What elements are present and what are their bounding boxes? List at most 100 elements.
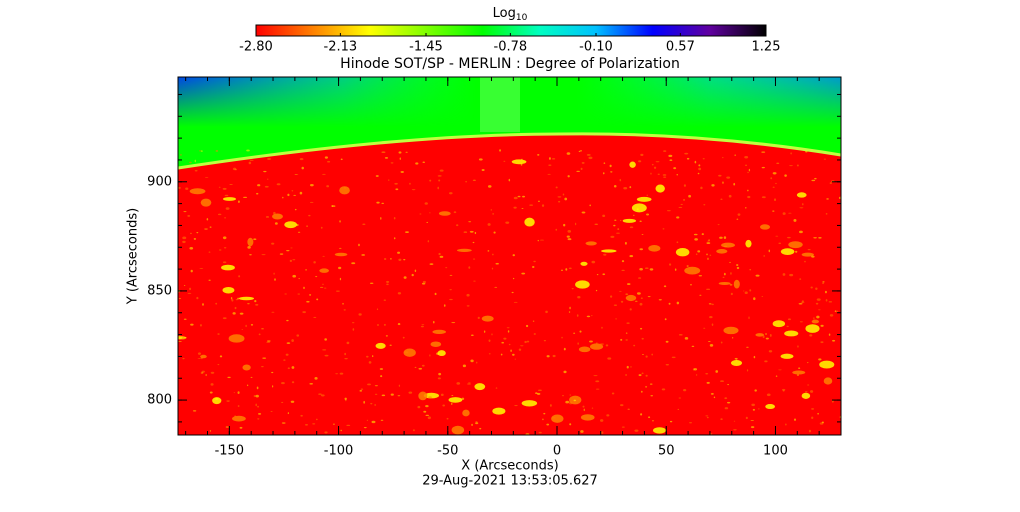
speckle [537,389,542,392]
speckle [782,273,786,276]
speckle [187,214,191,217]
speckle [178,186,181,189]
speckle [707,257,709,260]
speckle [732,337,734,339]
speckle [831,400,834,403]
speckle [398,384,401,387]
speckle [291,339,294,342]
speckle [711,303,714,306]
speckle [520,163,523,166]
speckle [261,365,264,368]
speckle [212,397,222,405]
speckle [743,290,745,292]
speckle [434,292,437,296]
speckle [709,343,714,347]
speckle [711,184,715,187]
speckle [626,322,630,324]
speckle [567,238,572,241]
speckle [697,250,701,253]
speckle [424,202,428,205]
speckle [437,350,446,357]
speckle [346,424,351,427]
speckle [621,260,625,263]
speckle [625,332,628,334]
speckle [297,293,301,295]
speckle [437,175,442,177]
speckle [596,273,599,276]
speckle [591,260,596,264]
speckle [765,337,769,340]
speckle [555,228,558,231]
speckle [754,389,757,392]
speckle [384,156,389,159]
speckle [759,224,771,230]
speckle [662,228,665,230]
speckle [793,418,797,421]
speckle [346,341,350,345]
speckle [521,272,526,275]
speckle [290,247,293,249]
speckle [445,267,448,269]
speckle [669,159,673,161]
speckle [636,196,652,202]
speckle [470,334,474,337]
speckle [811,408,815,410]
speckle [436,352,440,355]
speckle [644,267,649,270]
date-label: 29-Aug-2021 13:53:05.627 [422,474,598,489]
speckle [807,248,811,251]
speckle [801,252,814,257]
speckle [398,258,402,261]
speckle [688,194,692,198]
speckle [549,404,552,407]
speckle [237,391,240,395]
speckle [736,218,739,220]
speckle [702,158,705,160]
speckle [633,344,636,347]
speckle [375,175,379,177]
speckle [772,210,775,212]
speckle [610,171,613,173]
speckle [576,170,580,172]
speckle [683,388,687,392]
speckle [811,179,816,182]
speckle [292,259,296,261]
speckle [217,364,220,366]
speckle [309,183,314,187]
speckle [351,262,356,265]
speckle [578,150,581,153]
speckle [749,289,752,292]
speckle [313,261,316,264]
speckle [306,300,310,303]
speckle [299,191,303,195]
speckle [479,427,482,430]
speckle [316,298,319,301]
speckle [805,150,808,153]
speckle [189,161,192,164]
speckle [548,164,552,166]
speckle [571,287,574,290]
speckle [361,254,366,256]
speckle [448,397,463,403]
speckle [775,375,778,377]
speckle [724,397,728,400]
speckle [828,301,833,303]
speckle [461,397,465,400]
speckle [684,336,689,340]
speckle [766,393,771,397]
speckle [273,272,275,275]
speckle [224,194,229,197]
speckle [208,279,211,281]
speckle [768,249,771,253]
speckle [535,392,538,395]
speckle [723,236,727,240]
speckle [427,240,430,243]
speckle [736,266,740,270]
speckle [762,335,765,339]
speckle [666,210,671,212]
speckle [491,333,493,336]
speckle [698,275,703,277]
speckle [210,371,215,374]
speckle [299,158,304,161]
speckle [443,304,446,307]
